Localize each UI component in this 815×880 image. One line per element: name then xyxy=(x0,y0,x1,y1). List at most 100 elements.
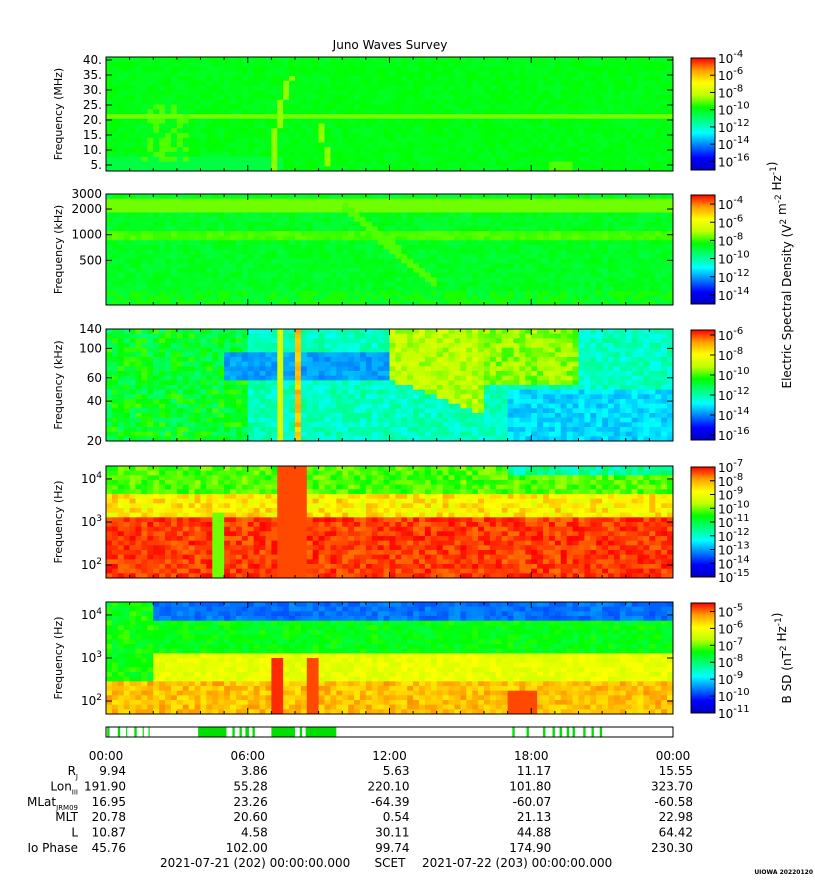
colorbar-2 xyxy=(690,194,716,305)
ephem-value-5-2: 99.74 xyxy=(375,841,409,855)
ytick-1-4: 20. xyxy=(83,113,102,127)
ephem-label-4: L xyxy=(71,826,78,840)
spectrogram-4 xyxy=(106,466,674,579)
ephem-value-0-3: 11.17 xyxy=(517,764,551,778)
mode-segment-0 xyxy=(107,727,110,737)
colorbar-label-5-1: 10-6 xyxy=(718,619,743,636)
ytick-3-3: 40 xyxy=(87,394,102,408)
mode-bar-frame xyxy=(105,726,674,738)
mode-segment-10 xyxy=(252,727,255,737)
ephem-value-1-0: 191.90 xyxy=(84,779,126,793)
colorbar-label-3-1: 10-8 xyxy=(718,346,743,363)
mode-segment-1 xyxy=(117,727,121,737)
colorbar-label-2-1: 10-6 xyxy=(718,213,743,230)
ytick-1-5: 15. xyxy=(83,128,102,142)
spectrogram-1 xyxy=(106,57,674,172)
ylabel-5: Frequency (Hz) xyxy=(52,617,65,700)
ylabel-4: Frequency (Hz) xyxy=(52,481,65,564)
ephem-value-3-4: 22.98 xyxy=(659,810,693,824)
footer-start-time: 2021-07-21 (202) 00:00:00.000 xyxy=(160,856,350,870)
colorbar-label-2-2: 10-8 xyxy=(718,231,743,248)
colorbar-label-1-3: 10-10 xyxy=(718,101,750,118)
ytick-1-7: 5. xyxy=(91,158,102,172)
ylabel-3: Frequency (kHz) xyxy=(52,340,65,429)
colorbar-label-1-5: 10-14 xyxy=(718,135,750,152)
colorbar-1 xyxy=(690,57,716,171)
mode-segment-3 xyxy=(134,727,137,737)
colorbar-label-3-5: 10-16 xyxy=(718,426,750,443)
ephem-value-2-1: 23.26 xyxy=(233,795,267,809)
ylabel-2: Frequency (kHz) xyxy=(52,205,65,294)
ephem-value-4-1: 4.58 xyxy=(241,826,268,840)
ytick-5-2: 102 xyxy=(81,693,102,708)
colorbar-label-1-1: 10-6 xyxy=(718,66,743,83)
ytick-2-2: 1000 xyxy=(71,228,102,242)
ephem-value-4-4: 64.42 xyxy=(659,826,693,840)
colorbar-label-5-5: 10-10 xyxy=(718,687,750,704)
colorbar-label-5-0: 10-5 xyxy=(718,602,743,619)
ephem-value-5-3: 174.90 xyxy=(509,841,551,855)
spectrogram-5 xyxy=(106,602,674,715)
time-axis: 00:00 06:00 12:00 18:00 00:00 xyxy=(89,749,691,763)
ylabel-1: Frequency (MHz) xyxy=(52,68,65,160)
mode-segment-19 xyxy=(566,727,570,737)
ytick-5-1: 103 xyxy=(81,650,102,665)
ephem-label-1: LonIII xyxy=(50,779,78,796)
mode-segment-15 xyxy=(526,727,529,737)
spectrogram-3 xyxy=(106,329,674,442)
time-label-1: 06:00 xyxy=(230,749,265,763)
chart-title: Juno Waves Survey xyxy=(332,38,448,52)
ephem-value-0-1: 3.86 xyxy=(241,764,268,778)
ephem-label-3: MLT xyxy=(55,810,78,824)
colorbar-label-1-6: 10-16 xyxy=(718,152,750,169)
colorbar-label-5-6: 10-11 xyxy=(718,704,750,721)
mode-segment-13 xyxy=(305,727,337,737)
mode-bar xyxy=(105,726,674,738)
colorbar-5 xyxy=(690,602,716,714)
colorbar-label-3-4: 10-14 xyxy=(718,406,750,423)
colorbar-label-2-5: 10-14 xyxy=(718,286,750,303)
mode-segment-21 xyxy=(583,727,586,737)
mode-segment-16 xyxy=(543,727,546,737)
ephem-value-2-3: -60.07 xyxy=(513,795,552,809)
ephem-value-2-0: 16.95 xyxy=(92,795,126,809)
footer-end-time: 2021-07-22 (203) 00:00:00.000 xyxy=(422,856,612,870)
ytick-3-1: 100 xyxy=(79,341,102,355)
mode-segment-7 xyxy=(232,727,235,737)
colorbar-label-3-3: 10-12 xyxy=(718,386,750,403)
ytick-1-2: 30. xyxy=(83,83,102,97)
mode-segment-14 xyxy=(512,727,515,737)
time-label-3: 18:00 xyxy=(514,749,549,763)
ytick-2-1: 2000 xyxy=(71,202,102,216)
mode-segment-23 xyxy=(599,727,603,737)
time-label-0: 00:00 xyxy=(89,749,124,763)
time-label-4: 00:00 xyxy=(656,749,691,763)
mode-segment-8 xyxy=(239,727,242,737)
electric-colorbar-title: Electric Spectral Density (V2 m-2 Hz-1) xyxy=(765,161,794,388)
ytick-3-4: 20 xyxy=(87,434,102,448)
colorbar-label-3-2: 10-10 xyxy=(718,366,750,383)
ytick-4-0: 104 xyxy=(81,471,102,486)
ephem-value-2-2: -64.39 xyxy=(371,795,410,809)
ephem-value-0-0: 9.94 xyxy=(99,764,126,778)
mode-segment-11 xyxy=(271,727,295,737)
ytick-3-2: 60 xyxy=(87,371,102,385)
mode-segment-18 xyxy=(559,727,562,737)
mode-segment-5 xyxy=(148,727,150,737)
colorbar-label-1-0: 10-4 xyxy=(718,49,743,66)
ephem-value-2-4: -60.58 xyxy=(654,795,693,809)
ephem-label-2: MLatJRM09 xyxy=(27,795,78,812)
ephem-value-4-2: 30.11 xyxy=(375,826,409,840)
colorbar-label-5-2: 10-7 xyxy=(718,636,743,653)
colorbar-label-2-3: 10-10 xyxy=(718,250,750,267)
mode-segment-17 xyxy=(552,727,555,737)
ephem-value-3-1: 20.60 xyxy=(233,810,267,824)
colorbar-3 xyxy=(690,329,716,441)
mode-segment-22 xyxy=(591,727,594,737)
ephem-value-3-0: 20.78 xyxy=(92,810,126,824)
ephem-value-4-3: 44.88 xyxy=(517,826,551,840)
ephem-value-1-2: 220.10 xyxy=(368,779,410,793)
ephem-value-1-1: 55.28 xyxy=(233,779,267,793)
